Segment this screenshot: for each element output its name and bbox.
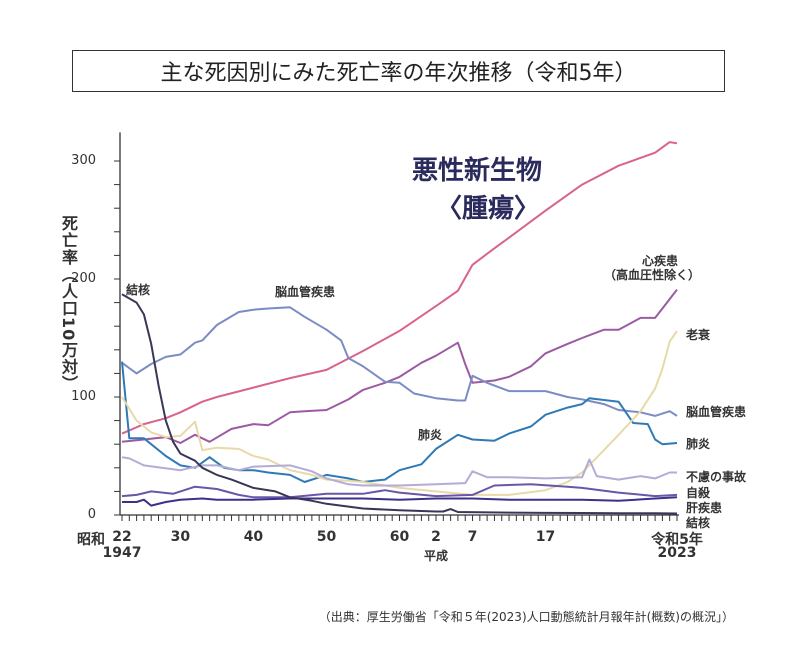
y-axis-label: 死亡率（人口10万対） [59,215,78,393]
label-tb-right: 結核 [686,516,711,530]
x-tick-label: 2 [431,529,441,545]
x-tick-label: 50 [316,529,337,545]
x-tick-label: 30 [170,529,191,545]
x-sub-label: 2023 [657,545,697,561]
series-line-3 [121,361,678,483]
label-pneumonia: 肺炎 [418,428,443,442]
label-senility-right: 老衰 [686,328,711,342]
x-tick-label: 22 [112,529,132,545]
y-tick-label: 300 [71,153,96,168]
chart-title: 主な死因別にみた死亡率の年次推移（令和5年） [72,50,725,92]
label-cancer: 悪性新生物 [412,156,543,186]
series-line-4 [121,330,678,496]
label-cancer-sub: 〈腫瘍〉 [436,194,541,224]
label-cerebro-right: 脳血管疾患 [686,405,747,419]
label-cerebro: 脳血管疾患 [275,285,336,299]
label-pneumonia-right: 肺炎 [686,437,711,451]
y-tick-label: 200 [71,271,96,286]
series-line-0 [121,141,678,435]
series-line-6 [121,483,678,499]
series-line-8 [121,293,678,515]
series-line-7 [122,496,678,507]
x-sub-label: 1947 [102,545,142,561]
label-suicide-right: 自殺 [686,486,711,500]
y-tick-label: 100 [71,389,96,404]
source-note: （出典：厚生労働省「令和５年(2023)人口動態統計月報年計(概数)の概況」） [318,610,734,624]
label-tb: 結核 [126,283,151,297]
x-tick-label: 令和5年 [651,532,703,548]
x-era-label: 昭和 [77,532,105,548]
x-tick-label: 17 [535,529,556,545]
x-tick-label: 60 [389,529,410,545]
series-line-2 [121,306,678,417]
series-line-1 [121,288,678,444]
label-heart: 心疾患 [642,254,679,268]
y-tick-label: 0 [87,507,96,522]
label-accident-right: 不慮の事故 [686,470,747,484]
x-sub-label: 平成 [423,549,449,563]
x-tick-label: 7 [467,529,478,545]
x-tick-label: 40 [243,529,264,545]
series-line-5 [121,456,677,487]
label-liver-right: 肝疾患 [686,501,723,515]
label-heart-sub: （高血圧性除く） [604,268,701,282]
